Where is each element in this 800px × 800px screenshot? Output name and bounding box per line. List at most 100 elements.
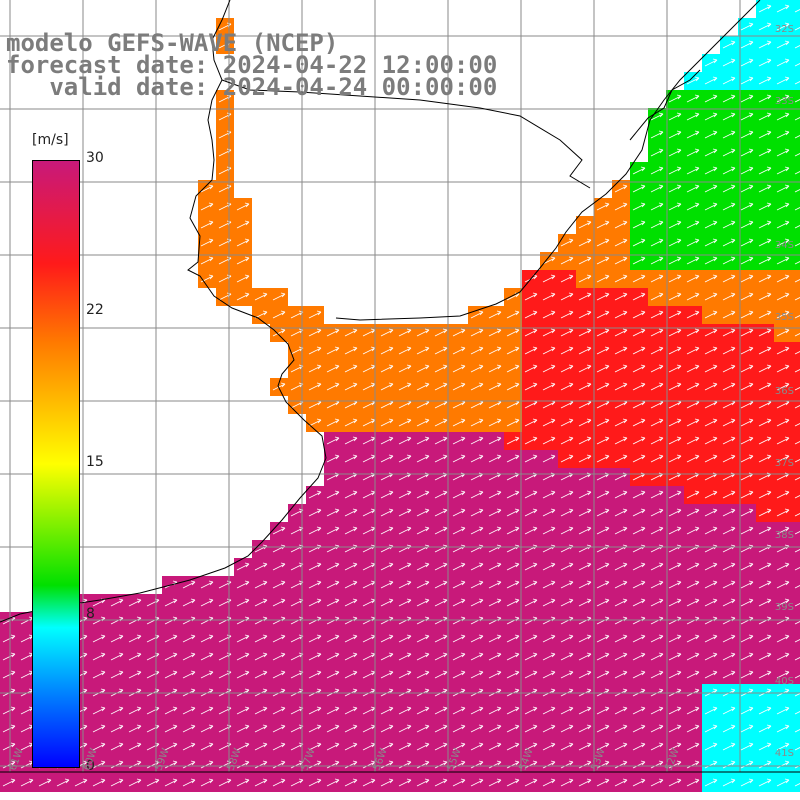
wind-arrow	[614, 652, 628, 661]
wind-arrow	[776, 292, 790, 301]
wind-arrow	[632, 670, 646, 679]
wind-arrow	[254, 598, 268, 607]
wind-arrow	[686, 598, 700, 607]
wind-arrow	[614, 220, 628, 229]
wind-arrow	[416, 562, 430, 571]
wind-arrow	[182, 778, 196, 787]
wind-arrow	[182, 724, 196, 733]
wind-arrow	[632, 256, 646, 265]
wind-arrow	[416, 742, 430, 751]
wind-arrow	[560, 364, 574, 373]
wind-arrow	[650, 742, 664, 751]
wind-arrow	[722, 94, 736, 103]
wind-arrow	[704, 706, 718, 715]
wind-arrow	[560, 238, 574, 247]
wind-arrow	[452, 490, 466, 499]
wind-arrow	[776, 598, 790, 607]
wind-arrow	[164, 652, 178, 661]
wind-arrow	[704, 166, 718, 175]
wind-cell	[792, 324, 800, 342]
wind-arrow	[794, 747, 800, 751]
wind-arrow	[758, 220, 772, 229]
wind-arrow	[344, 670, 358, 679]
wind-arrow	[668, 94, 682, 103]
wind-arrow	[794, 369, 800, 373]
wind-arrow	[650, 292, 664, 301]
wind-arrow	[776, 94, 790, 103]
wind-arrow	[344, 364, 358, 373]
wind-arrow	[758, 310, 772, 319]
wind-arrow	[380, 436, 394, 445]
wind-arrow	[614, 202, 628, 211]
wind-arrow	[704, 292, 718, 301]
wind-arrow	[632, 526, 646, 535]
wind-arrow	[488, 580, 502, 589]
wind-arrow	[452, 580, 466, 589]
wind-arrow	[650, 346, 664, 355]
wind-arrow	[578, 760, 592, 769]
colorbar-unit: [m/s]	[32, 132, 69, 148]
wind-cell	[792, 738, 800, 756]
wind-arrow	[344, 706, 358, 715]
wind-arrow	[308, 706, 322, 715]
wind-arrow	[668, 310, 682, 319]
wind-arrow	[488, 436, 502, 445]
wind-arrow	[398, 760, 412, 769]
wind-arrow	[344, 778, 358, 787]
wind-arrow	[686, 328, 700, 337]
wind-arrow	[704, 256, 718, 265]
wind-arrow	[668, 292, 682, 301]
wind-arrow	[542, 526, 556, 535]
wind-arrow	[614, 526, 628, 535]
wind-arrow	[686, 724, 700, 733]
wind-arrow	[704, 364, 718, 373]
wind-arrow	[722, 40, 736, 49]
wind-arrow	[488, 382, 502, 391]
wind-arrow	[704, 382, 718, 391]
wind-arrow	[578, 778, 592, 787]
wind-arrow	[542, 652, 556, 661]
wind-arrow	[542, 436, 556, 445]
wind-arrow	[614, 634, 628, 643]
wind-arrow	[506, 454, 520, 463]
wind-arrow	[650, 454, 664, 463]
wind-cell	[792, 234, 800, 252]
wind-arrow	[524, 328, 538, 337]
wind-arrow	[344, 328, 358, 337]
wind-cell	[792, 198, 800, 216]
wind-arrow	[542, 382, 556, 391]
wind-arrow	[758, 670, 772, 679]
wind-arrow	[200, 760, 214, 769]
wind-arrow	[722, 184, 736, 193]
wind-arrow	[182, 580, 196, 589]
wind-arrow	[326, 742, 340, 751]
wind-arrow	[794, 711, 800, 715]
wind-arrow	[434, 634, 448, 643]
wind-arrow	[524, 490, 538, 499]
wind-cell	[792, 270, 800, 288]
wind-arrow	[740, 292, 754, 301]
wind-arrow	[758, 202, 772, 211]
valid-date: valid date: 2024-04-24 00:00:00	[6, 73, 498, 101]
wind-arrow	[452, 724, 466, 733]
wind-arrow	[794, 495, 800, 499]
wind-arrow	[776, 364, 790, 373]
wind-arrow	[758, 364, 772, 373]
wind-arrow	[776, 310, 790, 319]
wind-arrow	[488, 634, 502, 643]
wind-arrow	[470, 364, 484, 373]
wind-arrow	[632, 598, 646, 607]
wind-arrow	[434, 526, 448, 535]
wind-arrow	[704, 148, 718, 157]
wind-arrow	[578, 418, 592, 427]
wind-arrow	[542, 310, 556, 319]
wind-arrow	[758, 706, 772, 715]
wind-arrow	[722, 562, 736, 571]
wind-cell	[792, 576, 800, 594]
wind-arrow	[434, 490, 448, 499]
wind-arrow	[326, 490, 340, 499]
wind-arrow	[380, 490, 394, 499]
wind-arrow	[236, 760, 250, 769]
wind-arrow	[686, 130, 700, 139]
wind-arrow	[614, 328, 628, 337]
